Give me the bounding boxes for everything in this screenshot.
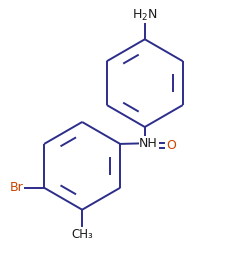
Text: Br: Br [10, 181, 23, 194]
Text: O: O [166, 139, 176, 152]
Text: H$_2$N: H$_2$N [132, 8, 158, 23]
Text: NH: NH [139, 137, 158, 150]
Text: CH₃: CH₃ [71, 228, 93, 241]
